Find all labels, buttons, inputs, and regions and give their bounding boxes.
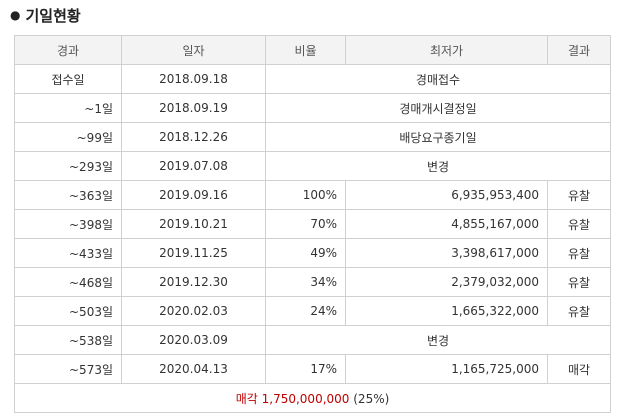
table-row: 접수일 2018.09.18 경매접수 [14, 64, 611, 94]
elapsed-cell: ~1일 [14, 93, 122, 123]
footer-cell: 매각 1,750,000,000 (25%) [14, 383, 611, 413]
sale-amount: 1,750,000,000 [261, 391, 350, 406]
sale-label: 매각 [235, 391, 258, 406]
table-row: ~99일 2018.12.26 배당요구종기일 [14, 122, 611, 152]
ratio-cell: 70% [265, 209, 346, 239]
elapsed-cell: ~468일 [14, 267, 122, 297]
header-row: 경과 일자 비율 최저가 결과 [14, 35, 611, 65]
table-row: ~538일 2020.03.09 변경 [14, 325, 611, 355]
sale-ratio: (25%) [353, 391, 390, 406]
note-cell: 경매접수 [265, 64, 611, 94]
elapsed-cell: ~538일 [14, 325, 122, 355]
table-row: ~503일 2020.02.03 24% 1,665,322,000 유찰 [14, 296, 611, 326]
result-cell: 유찰 [547, 238, 611, 268]
price-cell: 1,165,725,000 [345, 354, 548, 384]
note-cell: 변경 [265, 151, 611, 181]
elapsed-cell: ~503일 [14, 296, 122, 326]
header-cell: 비율 [265, 35, 346, 65]
table-row: ~363일 2019.09.16 100% 6,935,953,400 유찰 [14, 180, 611, 210]
section-title: ● 기일현황 [10, 7, 81, 25]
header-cell: 일자 [121, 35, 266, 65]
price-cell: 3,398,617,000 [345, 238, 548, 268]
date-cell: 2018.09.19 [121, 93, 266, 123]
elapsed-cell: ~573일 [14, 354, 122, 384]
date-cell: 2020.04.13 [121, 354, 266, 384]
table-body: 접수일 2018.09.18 경매접수 ~1일 2018.09.19 경매개시결정일 ~99… [14, 64, 611, 413]
elapsed-cell: ~363일 [14, 180, 122, 210]
note-cell: 변경 [265, 325, 611, 355]
date-cell: 2018.12.26 [121, 122, 266, 152]
date-cell: 2018.09.18 [121, 64, 266, 94]
date-cell: 2019.11.25 [121, 238, 266, 268]
date-cell: 2019.10.21 [121, 209, 266, 239]
schedule-table: 경과 일자 비율 최저가 결과 접수일 2018.09.18 경매접수 ~1일 2018.09.… [14, 35, 611, 413]
result-cell: 매각 [547, 354, 611, 384]
table-row: ~433일 2019.11.25 49% 3,398,617,000 유찰 [14, 238, 611, 268]
ratio-cell: 100% [265, 180, 346, 210]
date-cell: 2019.09.16 [121, 180, 266, 210]
result-cell: 유찰 [547, 267, 611, 297]
title-text: 기일현황 [25, 7, 81, 25]
table-row: ~293일 2019.07.08 변경 [14, 151, 611, 181]
price-cell: 2,379,032,000 [345, 267, 548, 297]
note-cell: 경매개시결정일 [265, 93, 611, 123]
table-row: ~1일 2018.09.19 경매개시결정일 [14, 93, 611, 123]
price-cell: 1,665,322,000 [345, 296, 548, 326]
elapsed-cell: 접수일 [14, 64, 122, 94]
table-row: ~398일 2019.10.21 70% 4,855,167,000 유찰 [14, 209, 611, 239]
ratio-cell: 49% [265, 238, 346, 268]
price-cell: 4,855,167,000 [345, 209, 548, 239]
date-cell: 2020.03.09 [121, 325, 266, 355]
header-cell: 결과 [547, 35, 611, 65]
elapsed-cell: ~398일 [14, 209, 122, 239]
ratio-cell: 17% [265, 354, 346, 384]
footer-row: 매각 1,750,000,000 (25%) [14, 383, 611, 413]
note-cell: 배당요구종기일 [265, 122, 611, 152]
result-cell: 유찰 [547, 180, 611, 210]
date-cell: 2020.02.03 [121, 296, 266, 326]
table-row: ~573일 2020.04.13 17% 1,165,725,000 매각 [14, 354, 611, 384]
table-row: ~468일 2019.12.30 34% 2,379,032,000 유찰 [14, 267, 611, 297]
elapsed-cell: ~99일 [14, 122, 122, 152]
date-cell: 2019.12.30 [121, 267, 266, 297]
elapsed-cell: ~293일 [14, 151, 122, 181]
result-cell: 유찰 [547, 209, 611, 239]
header-cell: 경과 [14, 35, 122, 65]
ratio-cell: 24% [265, 296, 346, 326]
result-cell: 유찰 [547, 296, 611, 326]
price-cell: 6,935,953,400 [345, 180, 548, 210]
header-cell: 최저가 [345, 35, 548, 65]
ratio-cell: 34% [265, 267, 346, 297]
elapsed-cell: ~433일 [14, 238, 122, 268]
date-cell: 2019.07.08 [121, 151, 266, 181]
